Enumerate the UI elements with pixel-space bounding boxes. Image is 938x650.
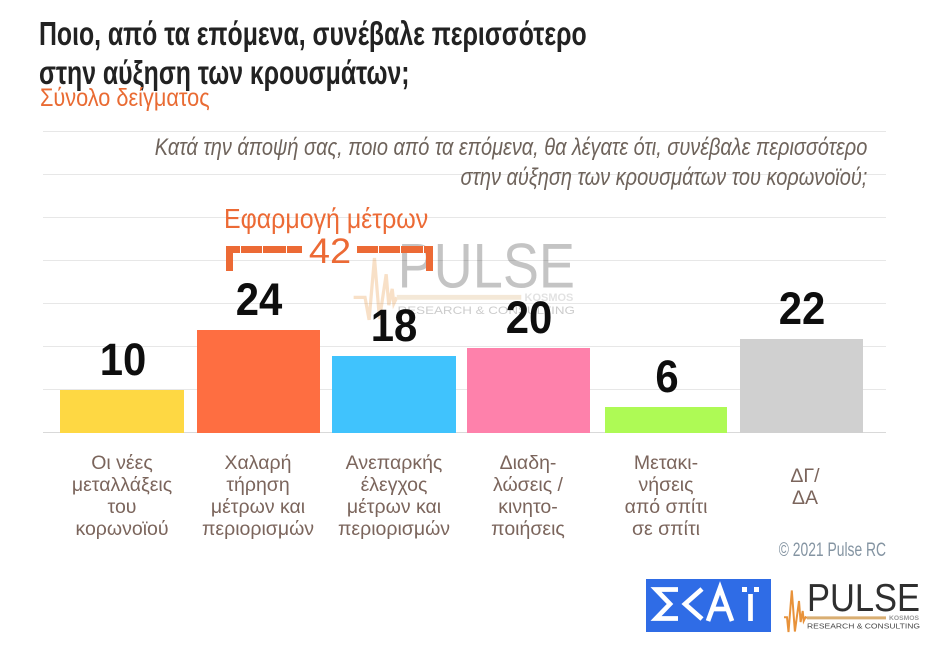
- svg-text:RESEARCH & CONSULTING: RESEARCH & CONSULTING: [398, 305, 575, 317]
- svg-text:PULSE: PULSE: [807, 577, 920, 620]
- svg-text:KOSMOS: KOSMOS: [889, 615, 920, 622]
- svg-text:RESEARCH & CONSULTING: RESEARCH & CONSULTING: [807, 624, 920, 631]
- svg-text:KOSMOS: KOSMOS: [525, 292, 574, 304]
